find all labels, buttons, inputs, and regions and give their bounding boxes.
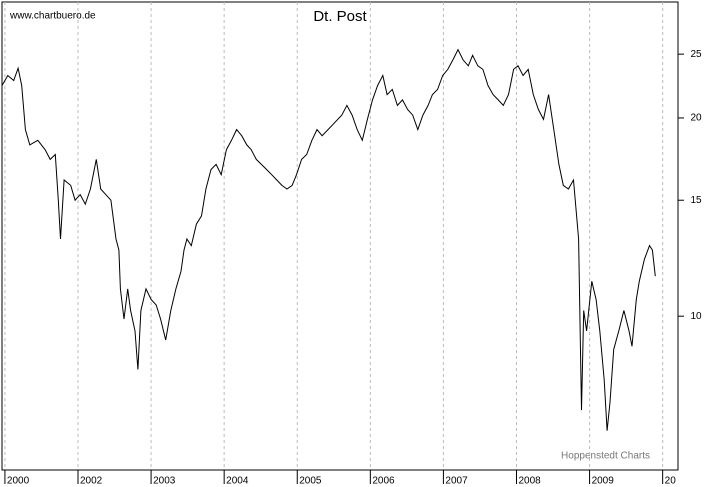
x-tick-label: 2004 <box>226 476 249 487</box>
x-tick-label: 2008 <box>518 476 541 487</box>
y-tick-label: 10 <box>690 311 702 322</box>
x-tick-label: 20 <box>665 476 677 487</box>
credit-label: Hoppenstedt Charts <box>561 451 650 462</box>
plot-frame <box>1 1 679 471</box>
x-tick-label: 2002 <box>80 476 103 487</box>
x-tick-label: 2009 <box>592 476 615 487</box>
x-tick-label: 2000 <box>7 476 30 487</box>
x-tick-label: 2007 <box>445 476 468 487</box>
y-tick-label: 20 <box>690 113 702 124</box>
x-tick-label: 2006 <box>372 476 395 487</box>
y-tick-label: 25 <box>690 49 702 60</box>
price-line <box>1 48 656 431</box>
source-label: www.chartbuero.de <box>9 11 96 22</box>
y-tick-label: 15 <box>690 195 702 206</box>
chart-title: Dt. Post <box>313 8 367 25</box>
x-tick-label: 2005 <box>299 476 322 487</box>
x-tick-label: 2003 <box>153 476 176 487</box>
